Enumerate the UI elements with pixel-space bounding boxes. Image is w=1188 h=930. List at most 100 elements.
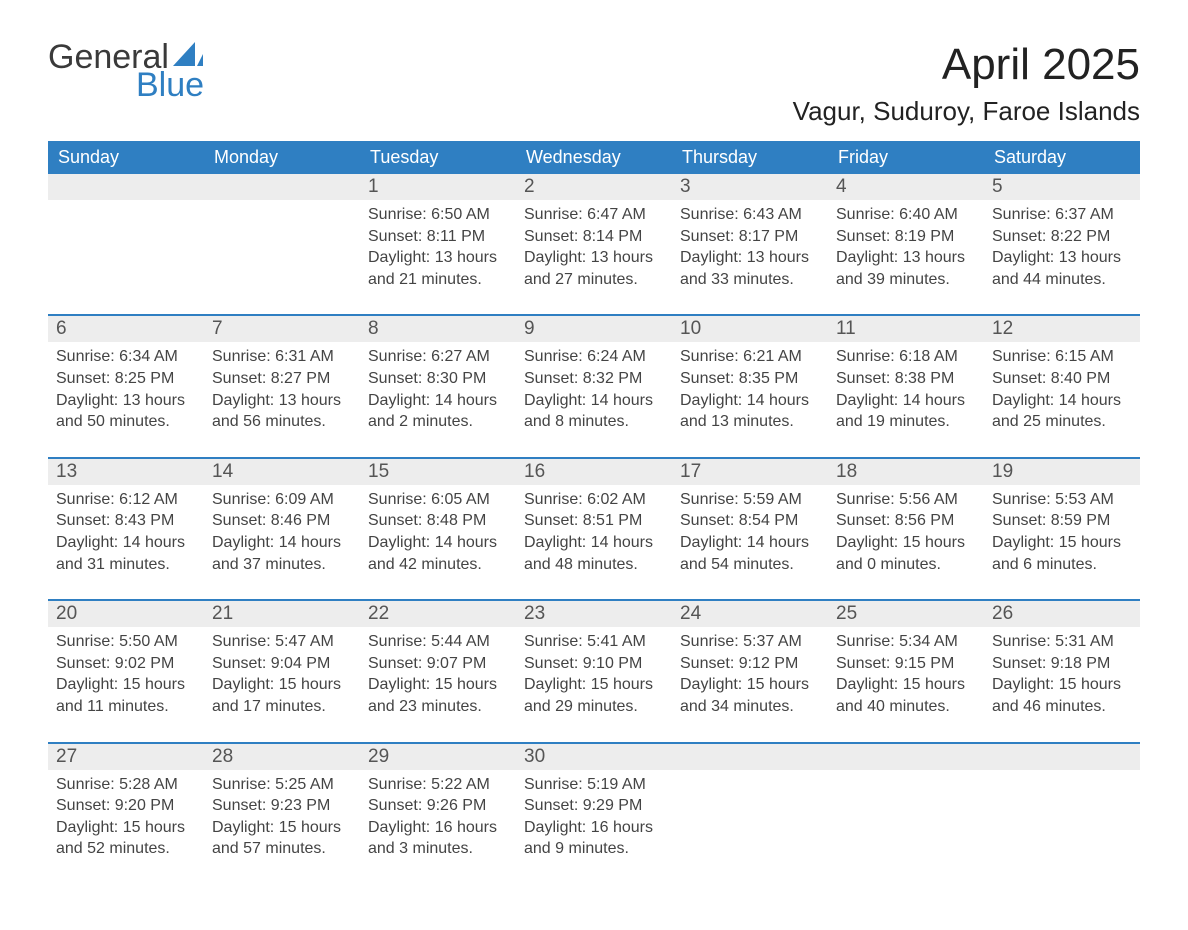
daylight-line: Daylight: 14 hours and 25 minutes. xyxy=(992,390,1132,433)
day-cell: Sunrise: 5:44 AMSunset: 9:07 PMDaylight:… xyxy=(360,627,516,727)
sunset-line: Sunset: 8:19 PM xyxy=(836,226,976,248)
day-number: 9 xyxy=(516,316,672,342)
sunset-line: Sunset: 9:29 PM xyxy=(524,795,664,817)
day-number: 13 xyxy=(48,459,204,485)
calendar: SundayMondayTuesdayWednesdayThursdayFrid… xyxy=(48,141,1140,870)
day-number-row: 13141516171819 xyxy=(48,459,1140,485)
day-number: 20 xyxy=(48,601,204,627)
week-row: 27282930Sunrise: 5:28 AMSunset: 9:20 PMD… xyxy=(48,742,1140,870)
sunrise-line: Sunrise: 6:12 AM xyxy=(56,489,196,511)
sunrise-line: Sunrise: 6:40 AM xyxy=(836,204,976,226)
sunset-line: Sunset: 8:27 PM xyxy=(212,368,352,390)
sunrise-line: Sunrise: 6:31 AM xyxy=(212,346,352,368)
sunset-line: Sunset: 8:17 PM xyxy=(680,226,820,248)
daylight-line: Daylight: 16 hours and 9 minutes. xyxy=(524,817,664,860)
sunrise-line: Sunrise: 6:24 AM xyxy=(524,346,664,368)
day-number: 2 xyxy=(516,174,672,200)
day-number: 1 xyxy=(360,174,516,200)
day-content-row: Sunrise: 6:50 AMSunset: 8:11 PMDaylight:… xyxy=(48,200,1140,300)
brand-logo: General Blue xyxy=(48,40,204,102)
day-number: 27 xyxy=(48,744,204,770)
daylight-line: Daylight: 15 hours and 17 minutes. xyxy=(212,674,352,717)
page-title: April 2025 xyxy=(793,40,1140,90)
daylight-line: Daylight: 13 hours and 50 minutes. xyxy=(56,390,196,433)
sunset-line: Sunset: 9:02 PM xyxy=(56,653,196,675)
daylight-line: Daylight: 14 hours and 2 minutes. xyxy=(368,390,508,433)
week-row: 6789101112Sunrise: 6:34 AMSunset: 8:25 P… xyxy=(48,314,1140,442)
day-number: 26 xyxy=(984,601,1140,627)
daylight-line: Daylight: 13 hours and 21 minutes. xyxy=(368,247,508,290)
day-cell: Sunrise: 5:37 AMSunset: 9:12 PMDaylight:… xyxy=(672,627,828,727)
daylight-line: Daylight: 15 hours and 57 minutes. xyxy=(212,817,352,860)
day-number: 24 xyxy=(672,601,828,627)
daylight-line: Daylight: 15 hours and 46 minutes. xyxy=(992,674,1132,717)
sunset-line: Sunset: 9:23 PM xyxy=(212,795,352,817)
day-cell: Sunrise: 6:34 AMSunset: 8:25 PMDaylight:… xyxy=(48,342,204,442)
day-content-row: Sunrise: 5:50 AMSunset: 9:02 PMDaylight:… xyxy=(48,627,1140,727)
sunrise-line: Sunrise: 5:22 AM xyxy=(368,774,508,796)
day-number: 10 xyxy=(672,316,828,342)
sunset-line: Sunset: 8:46 PM xyxy=(212,510,352,532)
day-cell xyxy=(828,770,984,870)
daylight-line: Daylight: 13 hours and 56 minutes. xyxy=(212,390,352,433)
day-cell: Sunrise: 6:47 AMSunset: 8:14 PMDaylight:… xyxy=(516,200,672,300)
day-number: 19 xyxy=(984,459,1140,485)
daylight-line: Daylight: 14 hours and 54 minutes. xyxy=(680,532,820,575)
day-cell: Sunrise: 5:22 AMSunset: 9:26 PMDaylight:… xyxy=(360,770,516,870)
sunrise-line: Sunrise: 5:37 AM xyxy=(680,631,820,653)
sunset-line: Sunset: 9:10 PM xyxy=(524,653,664,675)
day-content-row: Sunrise: 6:34 AMSunset: 8:25 PMDaylight:… xyxy=(48,342,1140,442)
daylight-line: Daylight: 13 hours and 44 minutes. xyxy=(992,247,1132,290)
day-number xyxy=(48,174,204,200)
sunset-line: Sunset: 8:48 PM xyxy=(368,510,508,532)
day-cell: Sunrise: 5:34 AMSunset: 9:15 PMDaylight:… xyxy=(828,627,984,727)
day-cell xyxy=(204,200,360,300)
day-number-row: 20212223242526 xyxy=(48,601,1140,627)
sunrise-line: Sunrise: 6:15 AM xyxy=(992,346,1132,368)
day-of-week-header: SundayMondayTuesdayWednesdayThursdayFrid… xyxy=(48,141,1140,174)
sunset-line: Sunset: 8:40 PM xyxy=(992,368,1132,390)
sunset-line: Sunset: 8:43 PM xyxy=(56,510,196,532)
daylight-line: Daylight: 15 hours and 6 minutes. xyxy=(992,532,1132,575)
day-cell: Sunrise: 5:56 AMSunset: 8:56 PMDaylight:… xyxy=(828,485,984,585)
day-number xyxy=(204,174,360,200)
day-number: 3 xyxy=(672,174,828,200)
day-cell: Sunrise: 6:43 AMSunset: 8:17 PMDaylight:… xyxy=(672,200,828,300)
sunrise-line: Sunrise: 6:21 AM xyxy=(680,346,820,368)
day-number: 6 xyxy=(48,316,204,342)
daylight-line: Daylight: 15 hours and 40 minutes. xyxy=(836,674,976,717)
week-row: 13141516171819Sunrise: 6:12 AMSunset: 8:… xyxy=(48,457,1140,585)
daylight-line: Daylight: 14 hours and 8 minutes. xyxy=(524,390,664,433)
day-cell: Sunrise: 6:27 AMSunset: 8:30 PMDaylight:… xyxy=(360,342,516,442)
day-number: 23 xyxy=(516,601,672,627)
sunset-line: Sunset: 9:15 PM xyxy=(836,653,976,675)
day-cell: Sunrise: 5:31 AMSunset: 9:18 PMDaylight:… xyxy=(984,627,1140,727)
day-number-row: 6789101112 xyxy=(48,316,1140,342)
day-cell xyxy=(672,770,828,870)
sunset-line: Sunset: 9:20 PM xyxy=(56,795,196,817)
sunset-line: Sunset: 9:26 PM xyxy=(368,795,508,817)
sunset-line: Sunset: 8:22 PM xyxy=(992,226,1132,248)
sunset-line: Sunset: 9:04 PM xyxy=(212,653,352,675)
day-number: 29 xyxy=(360,744,516,770)
sunset-line: Sunset: 8:35 PM xyxy=(680,368,820,390)
sunrise-line: Sunrise: 6:37 AM xyxy=(992,204,1132,226)
day-number: 8 xyxy=(360,316,516,342)
day-number: 30 xyxy=(516,744,672,770)
day-cell: Sunrise: 6:37 AMSunset: 8:22 PMDaylight:… xyxy=(984,200,1140,300)
sunrise-line: Sunrise: 5:28 AM xyxy=(56,774,196,796)
day-number: 16 xyxy=(516,459,672,485)
daylight-line: Daylight: 13 hours and 33 minutes. xyxy=(680,247,820,290)
sunrise-line: Sunrise: 5:19 AM xyxy=(524,774,664,796)
day-cell: Sunrise: 6:05 AMSunset: 8:48 PMDaylight:… xyxy=(360,485,516,585)
day-number: 11 xyxy=(828,316,984,342)
day-number: 14 xyxy=(204,459,360,485)
day-content-row: Sunrise: 6:12 AMSunset: 8:43 PM Daylight:… xyxy=(48,485,1140,585)
daylight-line: Daylight: 14 hours and 42 minutes. xyxy=(368,532,508,575)
location-subtitle: Vagur, Suduroy, Faroe Islands xyxy=(793,96,1140,127)
day-cell: Sunrise: 6:50 AMSunset: 8:11 PMDaylight:… xyxy=(360,200,516,300)
day-cell: Sunrise: 6:15 AMSunset: 8:40 PMDaylight:… xyxy=(984,342,1140,442)
day-cell xyxy=(48,200,204,300)
sunrise-line: Sunrise: 5:59 AM xyxy=(680,489,820,511)
sunrise-line: Sunrise: 5:25 AM xyxy=(212,774,352,796)
